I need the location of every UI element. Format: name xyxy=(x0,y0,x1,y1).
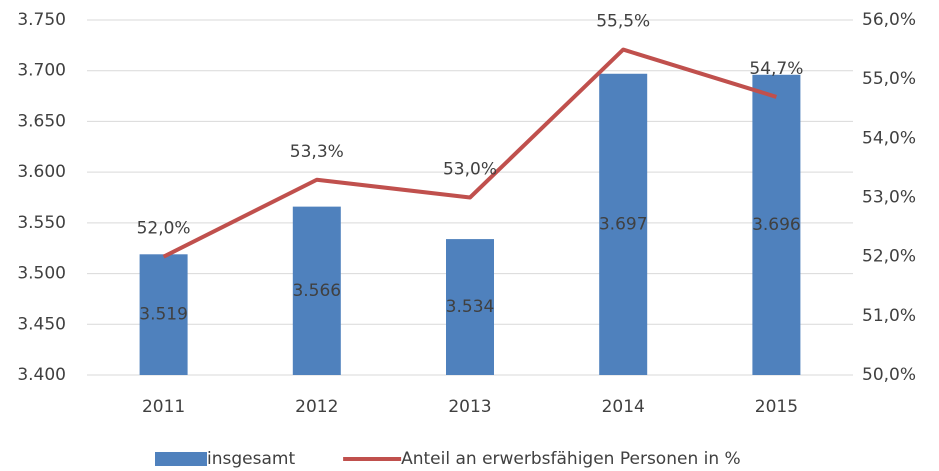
x-tick-label: 2014 xyxy=(602,397,645,417)
line-value-label: 55,5% xyxy=(596,12,650,32)
y2-tick-label: 55,0% xyxy=(862,69,916,89)
bar-value-label: 3.697 xyxy=(599,214,648,234)
y2-tick-label: 50,0% xyxy=(862,365,916,385)
y-tick-label: 3.550 xyxy=(17,213,66,233)
y2-tick-label: 56,0% xyxy=(862,10,916,30)
bar xyxy=(446,239,494,375)
line-value-label: 53,0% xyxy=(443,160,497,180)
x-tick-label: 2015 xyxy=(755,397,798,417)
y2-tick-label: 54,0% xyxy=(862,128,916,148)
y2-tick-label: 53,0% xyxy=(862,188,916,208)
y-tick-label: 3.450 xyxy=(17,314,66,334)
y-tick-label: 3.750 xyxy=(17,10,66,30)
legend-label: insgesamt xyxy=(207,449,295,469)
line-value-label: 52,0% xyxy=(137,219,191,239)
x-tick-label: 2013 xyxy=(448,397,491,417)
y-tick-label: 3.700 xyxy=(17,61,66,81)
bar xyxy=(139,254,188,375)
bar-value-label: 3.519 xyxy=(139,305,188,325)
line-value-label: 53,3% xyxy=(290,142,344,162)
line xyxy=(162,47,777,259)
y-tick-label: 3.650 xyxy=(17,111,66,131)
y-tick-label: 3.400 xyxy=(17,365,66,385)
y-tick-label: 3.500 xyxy=(17,264,66,284)
bar xyxy=(292,206,341,375)
y2-tick-label: 51,0% xyxy=(862,306,916,326)
bar-value-label: 3.566 xyxy=(292,281,341,301)
line-value-label: 54,7% xyxy=(749,59,803,79)
legend-swatch xyxy=(155,452,207,466)
bar-value-label: 3.534 xyxy=(446,297,495,317)
bar xyxy=(599,73,648,375)
y-tick-label: 3.600 xyxy=(17,162,66,182)
x-tick-label: 2012 xyxy=(295,397,338,417)
legend-label: Anteil an erwerbsfähigen Personen in % xyxy=(401,449,741,469)
y2-tick-label: 52,0% xyxy=(862,247,916,267)
bar-value-label: 3.696 xyxy=(752,215,801,235)
x-tick-label: 2011 xyxy=(142,397,185,417)
bar xyxy=(752,74,801,376)
